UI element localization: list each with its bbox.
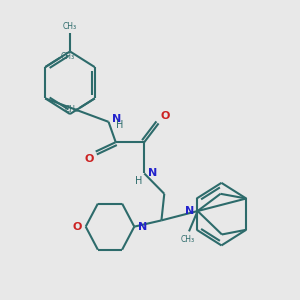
Text: N: N (112, 114, 121, 124)
Text: N: N (148, 169, 157, 178)
Text: CH₃: CH₃ (181, 235, 195, 244)
Text: CH₃: CH₃ (65, 105, 79, 114)
Text: H: H (116, 120, 123, 130)
Text: H: H (136, 176, 143, 186)
Text: O: O (84, 154, 93, 164)
Text: CH₃: CH₃ (63, 22, 77, 31)
Text: O: O (160, 111, 169, 121)
Text: N: N (185, 206, 194, 216)
Text: O: O (73, 222, 82, 232)
Text: CH₃: CH₃ (61, 52, 75, 61)
Text: N: N (138, 222, 147, 232)
